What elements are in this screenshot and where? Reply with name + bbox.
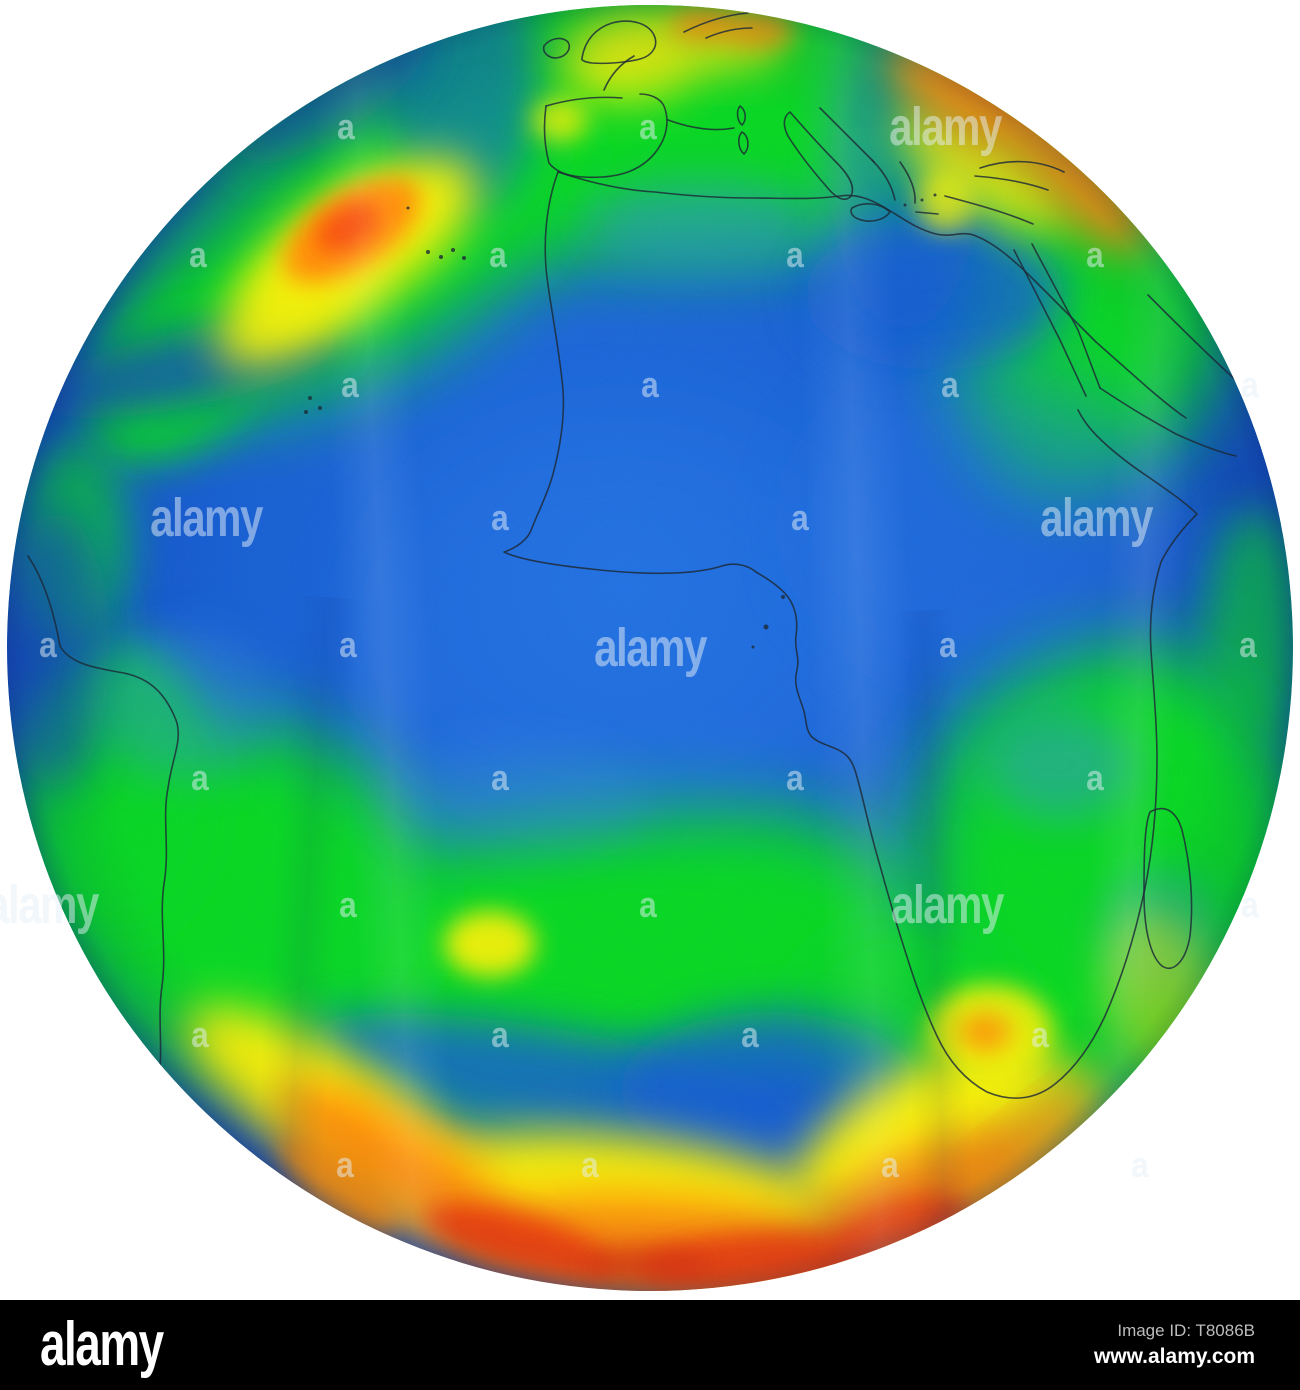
image-id-label: Image ID: T8086B: [1117, 1321, 1255, 1340]
alamy-url: www.alamy.com: [1093, 1345, 1255, 1368]
rim-vignette: [7, 5, 1293, 1291]
globe-visualization: alamyalamyalamyalamyalamyalamyaaaaaaaaaa…: [0, 5, 1293, 1291]
footer-bar: alamy Image ID: T8086B www.alamy.com: [0, 1300, 1300, 1390]
alamy-logo: alamy: [40, 1310, 164, 1379]
footer-meta: Image ID: T8086B www.alamy.com: [1094, 1321, 1255, 1369]
